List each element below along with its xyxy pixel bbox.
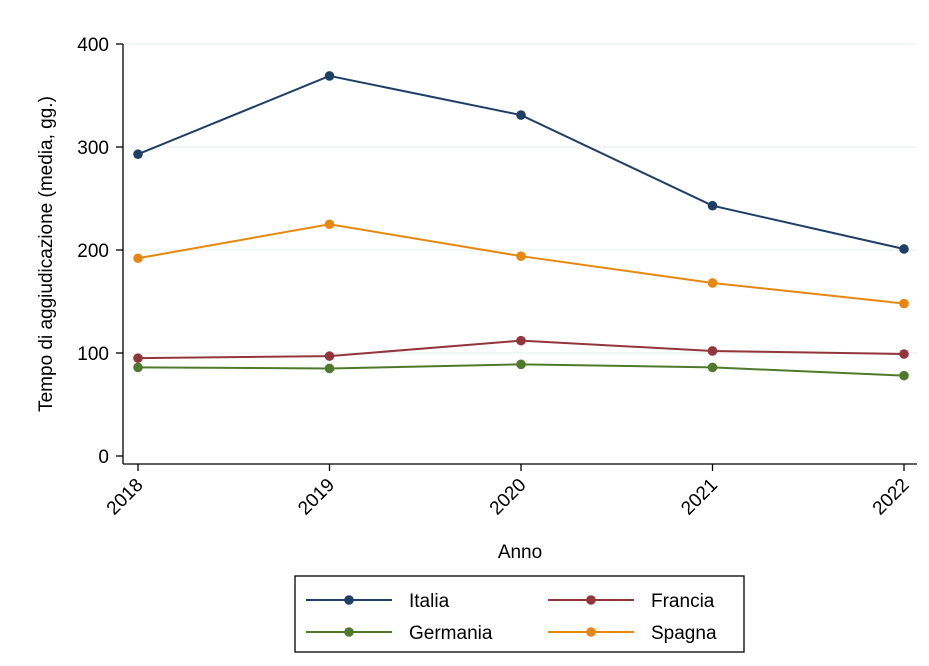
data-point-francia <box>133 353 143 363</box>
y-tick-label: 200 <box>77 241 109 262</box>
x-tick-label: 2018 <box>103 475 148 520</box>
series-lines <box>137 74 905 377</box>
x-tick-label: 2021 <box>677 475 722 520</box>
legend-label-spagna: Spagna <box>651 623 717 644</box>
data-point-italia <box>899 244 909 254</box>
legend-marker-germania <box>344 627 354 637</box>
data-point-italia <box>133 149 143 160</box>
data-point-francia <box>516 335 526 346</box>
y-ticks: 0 100 200 300 400 <box>77 35 123 468</box>
data-point-germania <box>899 370 909 381</box>
data-point-italia <box>324 71 335 81</box>
data-point-germania <box>707 362 718 373</box>
series-points <box>133 71 909 381</box>
legend-marker-italia <box>344 595 354 605</box>
y-tick-label: 0 <box>98 447 109 468</box>
data-point-italia <box>516 110 526 120</box>
data-point-germania <box>133 362 143 373</box>
data-point-spagna <box>516 251 526 261</box>
legend-label-germania: Germania <box>409 623 493 644</box>
data-point-germania <box>516 359 526 370</box>
legend-label-italia: Italia <box>409 591 450 612</box>
y-tick-label: 300 <box>77 138 109 159</box>
legend: Italia Francia Germania Spagna <box>294 575 745 653</box>
x-ticks: 2018 2019 2020 2021 2022 <box>103 464 914 519</box>
y-axis-title: Tempo di aggiudicazione (media, gg.) <box>36 96 57 412</box>
data-point-francia <box>707 346 718 356</box>
legend-marker-spagna <box>586 627 596 637</box>
legend-label-francia: Francia <box>651 591 715 612</box>
x-tick-label: 2022 <box>869 475 914 520</box>
x-tick-label: 2019 <box>294 475 339 520</box>
gridlines <box>123 43 917 354</box>
data-point-francia <box>324 351 335 361</box>
data-point-italia <box>707 200 718 211</box>
data-point-spagna <box>707 278 718 288</box>
data-point-spagna <box>133 253 143 264</box>
data-point-germania <box>324 363 335 374</box>
x-axis-title: Anno <box>498 542 542 563</box>
x-tick-label: 2020 <box>486 475 531 520</box>
data-point-spagna <box>899 298 909 309</box>
series-line-spagna <box>137 223 905 305</box>
data-point-spagna <box>324 219 335 230</box>
series-line-italia <box>137 74 905 250</box>
data-point-francia <box>899 349 909 359</box>
legend-box <box>294 575 745 653</box>
y-tick-label: 100 <box>77 344 109 365</box>
y-tick-label: 400 <box>77 35 109 56</box>
legend-marker-francia <box>586 595 596 605</box>
axes <box>122 44 917 465</box>
